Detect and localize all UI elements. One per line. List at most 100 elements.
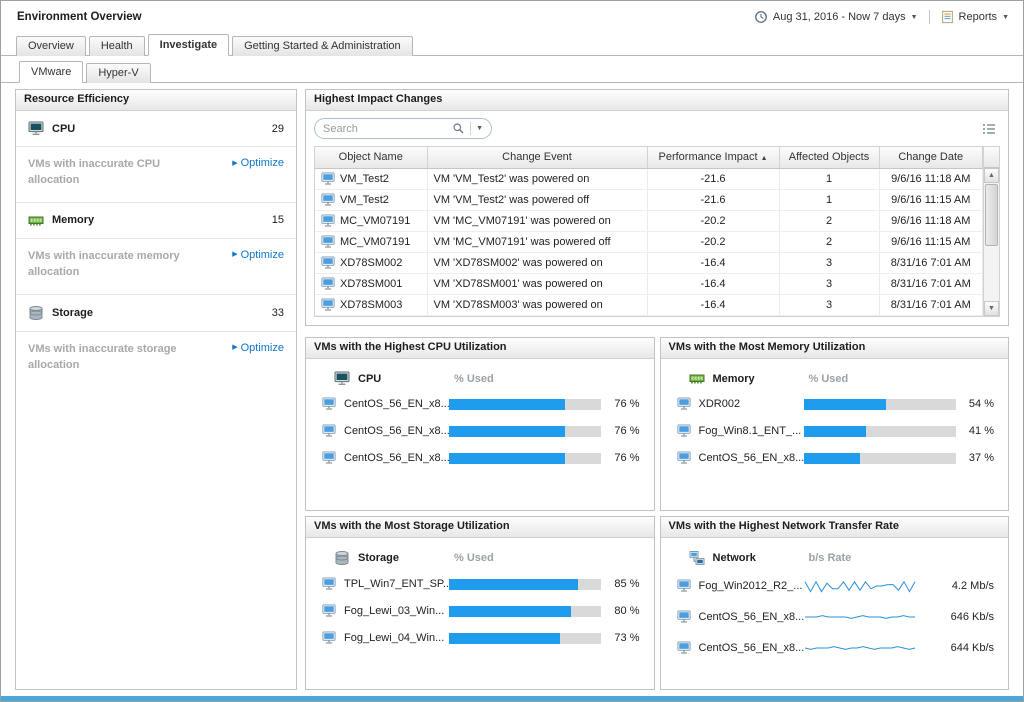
change-row[interactable]: VM_Test2 VM 'VM_Test2' was powered off -…: [315, 189, 983, 211]
divider: [470, 122, 472, 135]
vm-icon: [322, 424, 336, 437]
network-utilization-panel: VMs with the Highest Network Transfer Ra…: [659, 516, 1009, 690]
object-name: VM_Test2: [340, 172, 389, 185]
scrollbar-thumb[interactable]: [985, 184, 998, 246]
change-row[interactable]: XD78SM003 VM 'XD78SM003' was powered on …: [315, 294, 983, 316]
tab-getting-started-administration[interactable]: Getting Started & Administration: [232, 36, 413, 56]
bottom-accent-strip: [1, 696, 1023, 701]
vm-row[interactable]: CentOS_56_EN_x8... 37 %: [676, 451, 994, 465]
vm-row[interactable]: CentOS_56_EN_x8... 76 %: [322, 451, 640, 465]
value-header: % Used: [454, 372, 494, 385]
right-area: Highest Impact Changes ▼: [305, 89, 1009, 690]
metric-label: Storage: [358, 552, 399, 564]
vm-icon: [676, 424, 691, 437]
affected-objects: 3: [779, 273, 880, 295]
change-event: VM 'XD78SM002' was powered on: [427, 252, 648, 274]
metric-value: 76 %: [614, 398, 640, 410]
time-range-picker[interactable]: Aug 31, 2016 - Now 7 days ▼: [750, 8, 922, 26]
cpu-icon: [28, 121, 44, 135]
affected-objects: 3: [779, 252, 880, 274]
vm-icon: [676, 451, 691, 464]
vm-row[interactable]: CentOS_56_EN_x8... 76 %: [322, 397, 640, 411]
optimize-link[interactable]: ▶ Optimize: [232, 157, 284, 169]
change-date: 9/6/16 11:18 AM: [879, 210, 983, 232]
search-row: ▼: [314, 118, 1000, 139]
tab-health[interactable]: Health: [88, 36, 145, 56]
arrow-right-icon: ▶: [232, 344, 238, 352]
vm-row[interactable]: XDR002 54 %: [676, 397, 994, 411]
changes-table: Object Name Change Event Performance Impac…: [314, 146, 1000, 317]
performance-impact: -16.4: [647, 294, 780, 316]
vm-row[interactable]: Fog_Lewi_04_Win... 73 %: [322, 631, 640, 645]
column-header-object-name[interactable]: Object Name: [315, 147, 428, 169]
time-range-label: Aug 31, 2016 - Now 7 days: [772, 11, 906, 23]
change-row[interactable]: VM_Test2 VM 'VM_Test2' was powered on -2…: [315, 168, 983, 190]
performance-impact: -20.2: [647, 210, 780, 232]
metric-value: 73 %: [614, 632, 640, 644]
reports-button[interactable]: Reports ▼: [937, 8, 1013, 26]
vm-icon: [676, 610, 691, 623]
resource-efficiency-panel: Resource Efficiency CPU 29 VMs with inac…: [15, 89, 297, 690]
change-event: VM 'VM_Test2' was powered on: [427, 168, 648, 190]
utilization-bar: [803, 425, 956, 437]
subtab-vmware[interactable]: VMware: [19, 61, 84, 83]
metric-label: Network: [712, 552, 756, 564]
metric-value: 76 %: [614, 425, 640, 437]
vm-row[interactable]: Fog_Lewi_03_Win... 80 %: [322, 604, 640, 618]
tab-overview[interactable]: Overview: [16, 36, 86, 56]
vm-icon: [322, 604, 336, 617]
column-header-change-date[interactable]: Change Date: [879, 147, 983, 169]
note-text: VMs with inaccurate CPU allocation: [28, 158, 161, 186]
utilization-bar: [803, 452, 956, 464]
tab-investigate[interactable]: Investigate: [147, 34, 230, 56]
subtab-hyper-v[interactable]: Hyper-V: [86, 63, 151, 83]
metric-label: CPU: [52, 122, 76, 135]
divider: [928, 10, 930, 24]
vm-row[interactable]: CentOS_56_EN_x8... 76 %: [322, 424, 640, 438]
reports-label: Reports: [958, 11, 998, 23]
optimize-link[interactable]: ▶ Optimize: [232, 341, 284, 354]
optimize-link[interactable]: ▶ Optimize: [232, 248, 284, 261]
metric-value: 85 %: [614, 578, 640, 590]
quad-column-headers: Network b/s Rate: [689, 550, 995, 566]
change-date: 8/31/16 7:01 AM: [879, 294, 983, 316]
vm-row[interactable]: Fog_Win8.1_ENT_... 41 %: [676, 424, 994, 438]
vm-row[interactable]: CentOS_56_EN_x8... 646 Kb/s: [676, 608, 994, 626]
vertical-scrollbar[interactable]: ▲ ▼: [983, 147, 999, 316]
change-event: VM 'MC_VM07191' was powered off: [427, 231, 648, 253]
search-box[interactable]: ▼: [314, 118, 492, 139]
vm-row[interactable]: CentOS_56_EN_x8... 644 Kb/s: [676, 639, 994, 657]
change-row[interactable]: XD78SM001 VM 'XD78SM001' was powered on …: [315, 273, 983, 295]
search-options-chevron-icon[interactable]: ▼: [476, 125, 483, 132]
vm-row[interactable]: TPL_Win7_ENT_SP... 85 %: [322, 577, 640, 591]
change-row[interactable]: MC_VM07191 VM 'MC_VM07191' was powered o…: [315, 231, 983, 253]
network-icon: [689, 551, 704, 565]
report-icon: [941, 10, 953, 24]
scroll-up-button[interactable]: ▲: [984, 168, 999, 183]
column-header-affected-objects[interactable]: Affected Objects: [779, 147, 880, 169]
change-row[interactable]: XD78SM002 VM 'XD78SM002' was powered on …: [315, 252, 983, 274]
utilization-bar: [449, 398, 601, 410]
cpu-utilization-panel: VMs with the Highest CPU Utilization CPU…: [305, 337, 655, 511]
vm-icon: [322, 631, 336, 644]
scroll-down-button[interactable]: ▼: [984, 301, 999, 316]
table-header-row: Object Name Change Event Performance Impac…: [315, 147, 983, 169]
search-input[interactable]: [323, 122, 448, 135]
column-header-change-event[interactable]: Change Event: [427, 147, 648, 169]
vm-row[interactable]: Fog_Win2012_R2_... 4.2 Mb/s: [676, 577, 994, 595]
resource-metric-cpu: CPU 29: [16, 111, 296, 147]
object-name: VM_Test2: [340, 193, 389, 206]
resource-note-cpu: VMs with inaccurate CPU allocation ▶ Opti…: [16, 147, 296, 203]
column-header-performance-impact[interactable]: Performance Impact ▲: [647, 147, 780, 169]
vm-name: CentOS_56_EN_x8...: [698, 642, 804, 654]
object-name: XD78SM001: [340, 277, 403, 290]
change-row[interactable]: MC_VM07191 VM 'MC_VM07191' was powered o…: [315, 210, 983, 232]
vm-name: XDR002: [698, 398, 741, 410]
scrollbar-track[interactable]: [984, 183, 999, 301]
customizer-icon[interactable]: [978, 120, 1000, 136]
metric-label: Storage: [52, 306, 93, 319]
metric-label: Memory: [712, 372, 755, 385]
dashboard-content: Resource Efficiency CPU 29 VMs with inac…: [1, 83, 1023, 696]
utilization-bar: [449, 452, 601, 464]
